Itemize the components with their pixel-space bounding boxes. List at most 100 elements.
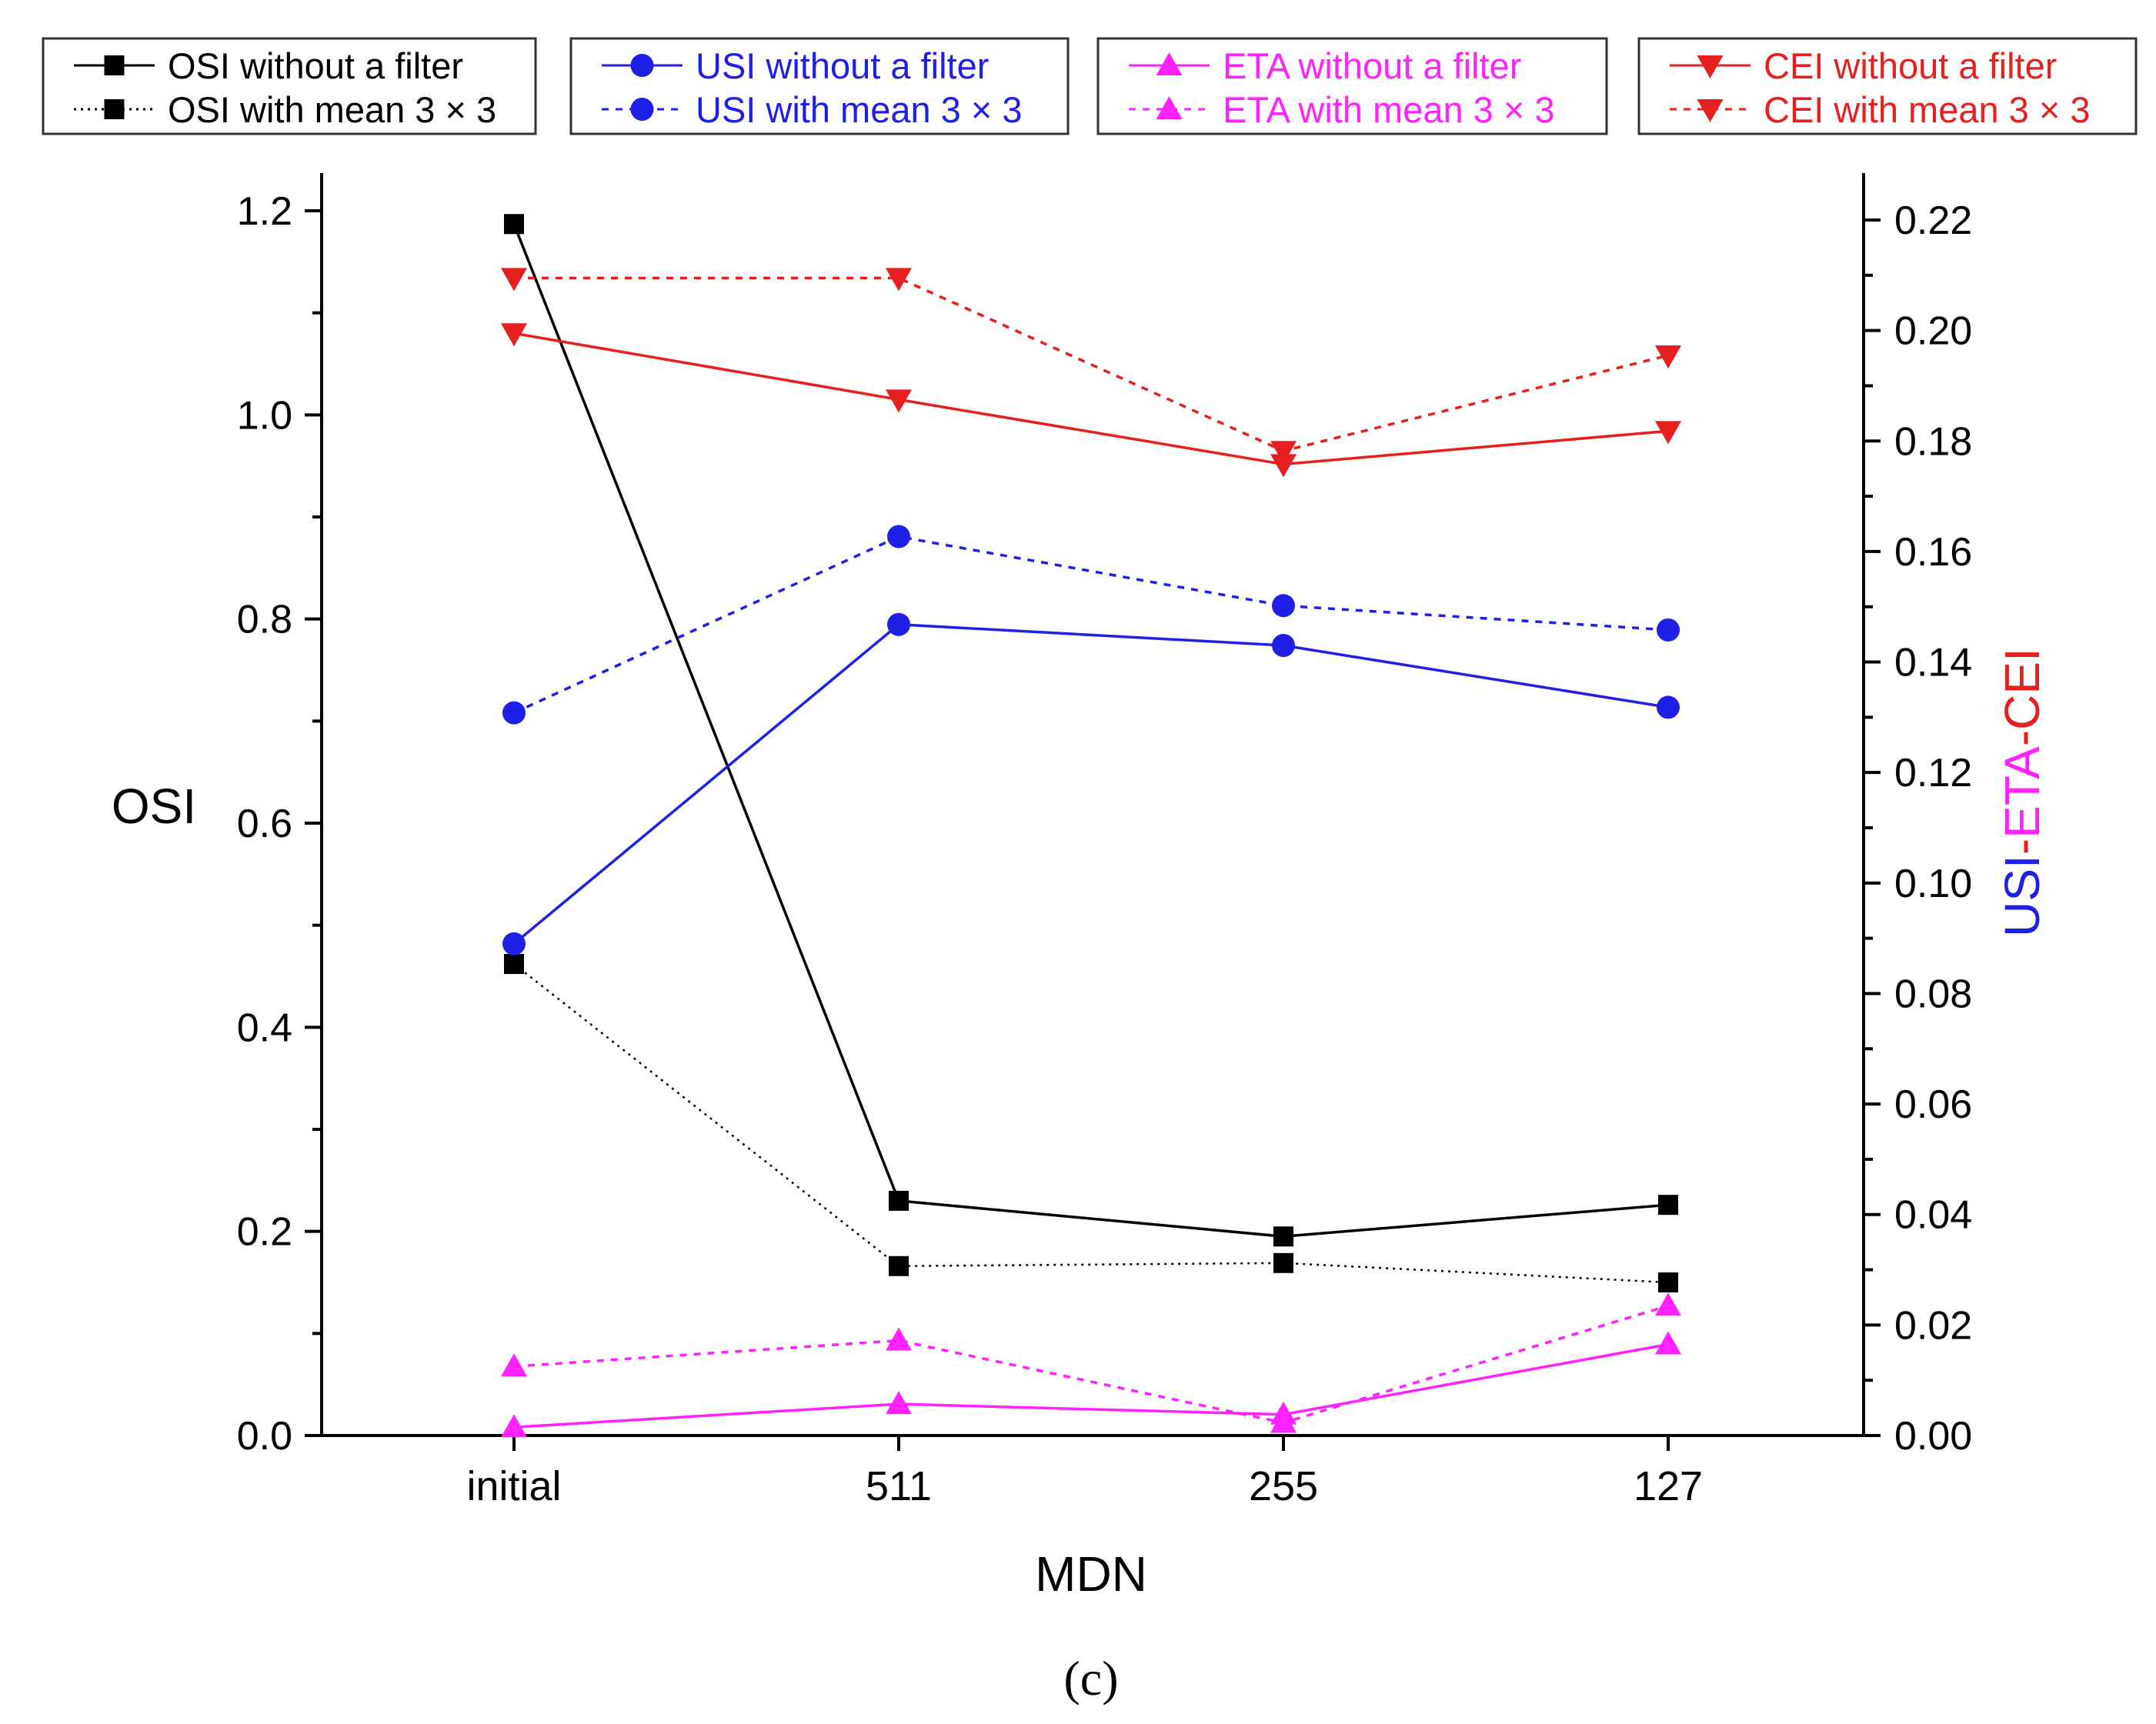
legend-label: USI without a filter — [696, 45, 989, 86]
data-point — [501, 268, 527, 292]
legend-marker — [1156, 96, 1183, 119]
data-point — [1658, 1272, 1678, 1292]
data-point — [886, 1327, 912, 1351]
legend-marker — [1156, 52, 1183, 75]
right-y-tick-label: 0.02 — [1894, 1303, 1972, 1348]
right-y-tick-label: 0.22 — [1894, 198, 1972, 243]
data-point — [1657, 695, 1680, 719]
data-point — [889, 1190, 909, 1211]
data-point — [1270, 1409, 1297, 1433]
series-line — [512, 223, 1669, 1239]
data-point — [502, 932, 526, 955]
series-eta-with-mean-3-3 — [501, 1292, 1681, 1433]
legend-label: OSI with mean 3 × 3 — [168, 89, 496, 130]
data-point — [887, 612, 910, 636]
legend-frame — [42, 37, 537, 135]
data-point — [1657, 618, 1680, 642]
legend-label: OSI without a filter — [168, 45, 463, 86]
left-y-tick-label: 1.0 — [237, 393, 292, 438]
data-point — [501, 1353, 527, 1377]
data-point — [1655, 345, 1681, 368]
data-point — [1270, 454, 1297, 478]
data-point — [889, 1255, 909, 1276]
series-line — [513, 963, 1669, 1284]
data-point — [1655, 421, 1681, 445]
left-y-tick-label: 0.2 — [237, 1210, 292, 1255]
legend-marker — [1697, 55, 1724, 78]
right-y-tick-label: 0.04 — [1894, 1193, 1972, 1238]
series-cei-with-mean-3-3 — [501, 268, 1681, 465]
right-y-tick-label: 0.08 — [1894, 972, 1972, 1016]
right-y-tick-label: 0.10 — [1894, 862, 1972, 906]
series-line — [513, 332, 1669, 466]
data-point — [504, 214, 524, 235]
series-line — [514, 276, 1669, 453]
right-y-tick-label: 0.18 — [1894, 419, 1972, 464]
data-point — [501, 323, 527, 347]
series-line — [513, 535, 1669, 715]
legend-marker — [1697, 99, 1724, 122]
data-point — [1272, 594, 1295, 618]
legend-label: ETA with mean 3 × 3 — [1223, 89, 1555, 130]
left-y-tick-label: 1.2 — [237, 189, 292, 234]
data-point — [886, 268, 912, 292]
right-y-axis-title-part: - — [1994, 730, 2050, 746]
series-eta-without-a-filter — [501, 1331, 1681, 1438]
legend-marker — [630, 98, 654, 121]
x-tick-label-127: 127 — [1634, 1463, 1703, 1509]
right-y-tick-label: 0.16 — [1894, 530, 1972, 575]
series-osi-with-mean-3-3 — [504, 954, 1678, 1292]
series-usi-with-mean-3-3 — [502, 525, 1680, 725]
legend-frame — [1637, 37, 2138, 135]
legend-label: CEI with mean 3 × 3 — [1764, 89, 2091, 130]
data-point — [1272, 634, 1295, 657]
x-tick-label-511: 511 — [866, 1463, 932, 1509]
data-point — [1273, 1252, 1293, 1273]
x-axis-title: MDN — [1035, 1546, 1147, 1602]
left-y-tick-label: 0.6 — [237, 802, 292, 846]
x-tick-label-initial: initial — [466, 1463, 561, 1509]
left-y-axis-title: OSI — [112, 779, 196, 834]
right-y-tick-label: 0.14 — [1894, 641, 1972, 685]
legend-marker — [104, 99, 125, 119]
data-point — [501, 1414, 527, 1438]
series-usi-without-a-filter — [502, 612, 1680, 955]
legend-label: ETA without a filter — [1223, 45, 1521, 86]
series-cei-without-a-filter — [501, 323, 1681, 478]
data-point — [1655, 1292, 1681, 1316]
right-y-axis-title: USI-ETA-CEI — [1994, 648, 2050, 937]
series-line — [513, 1342, 1669, 1429]
data-point — [887, 525, 910, 549]
data-point — [886, 389, 912, 413]
figure-caption: (c) — [1063, 1651, 1118, 1706]
right-y-tick-label: 0.12 — [1894, 751, 1972, 795]
data-point — [886, 1391, 912, 1415]
data-point — [504, 954, 524, 975]
right-y-tick-label: 0.00 — [1894, 1414, 1972, 1459]
legend-marker — [104, 55, 125, 75]
series-line — [512, 622, 1669, 945]
data-point — [1273, 1226, 1293, 1247]
right-y-tick-label: 0.06 — [1894, 1082, 1972, 1127]
data-point — [502, 701, 526, 725]
left-y-tick-label: 0.4 — [237, 1005, 292, 1050]
right-y-tick-label: 0.20 — [1894, 309, 1972, 354]
data-point — [1658, 1195, 1678, 1215]
right-y-axis-title-part: ETA — [1994, 746, 2050, 839]
series-line — [513, 1304, 1669, 1425]
legend-label: USI with mean 3 × 3 — [696, 89, 1023, 130]
left-y-tick-label: 0.8 — [237, 598, 292, 642]
legend-marker — [630, 54, 654, 77]
legend-label: CEI without a filter — [1764, 45, 2057, 86]
right-y-axis-title-part: - — [1994, 839, 2050, 855]
axes: 0.0 0.2 0.4 0.6 0.8 1.0 1.2 0.00 0.02 0.04 0.06 0.0… — [237, 173, 1972, 1509]
left-y-tick-label: 0.0 — [237, 1414, 292, 1459]
legend-frame — [569, 37, 1070, 135]
data-point — [1655, 1331, 1681, 1355]
right-y-axis-title-part: CEI — [1994, 648, 2050, 730]
